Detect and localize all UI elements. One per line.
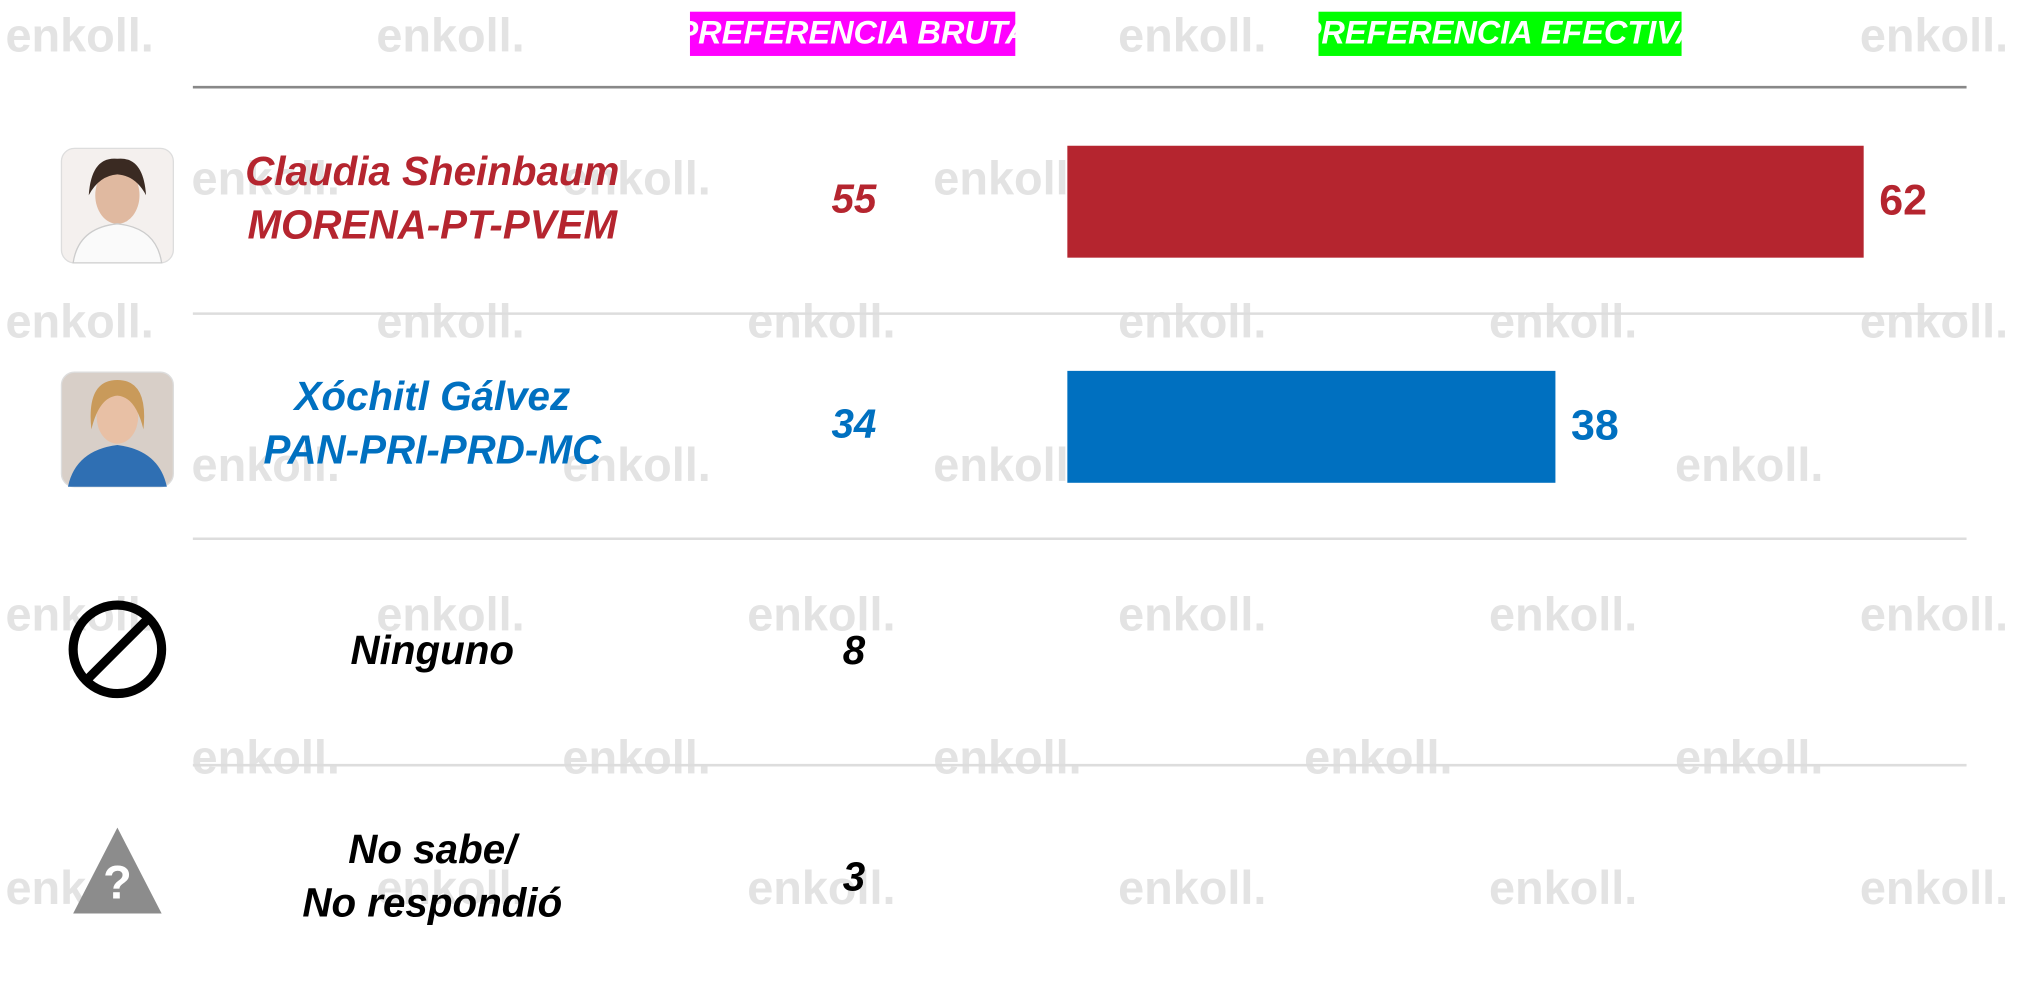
watermark: enkoll.	[376, 862, 524, 914]
unknown-icon-text: ?	[103, 857, 132, 909]
watermark: enkoll.	[1489, 296, 1637, 348]
watermark: enkoll.	[1860, 296, 2008, 348]
watermark: enkoll.	[376, 589, 524, 641]
candidate-photo	[60, 147, 174, 264]
watermark: enkoll.	[562, 153, 710, 205]
category-label: Claudia Sheinbaum	[245, 148, 619, 194]
watermark: enkoll.	[1675, 732, 1823, 784]
watermark: enkoll.	[5, 9, 153, 61]
category-label: No sabe/	[348, 826, 520, 872]
watermark: enkoll.	[747, 589, 895, 641]
watermark: enkoll.	[933, 439, 1081, 491]
none-icon	[68, 600, 167, 699]
watermark: enkoll.	[1118, 9, 1266, 61]
category-label: Ninguno	[351, 627, 515, 673]
bar	[1067, 145, 1864, 258]
value-label: 62	[1879, 176, 1927, 224]
watermark: enkoll.	[933, 732, 1081, 784]
watermark: enkoll.	[1118, 296, 1266, 348]
watermark: enkoll.	[1489, 862, 1637, 914]
header-label: PREFERENCIA BRUTA	[676, 15, 1028, 51]
header-background	[689, 11, 1016, 56]
watermark: enkoll.	[747, 862, 895, 914]
watermark: enkoll.	[1860, 862, 2008, 914]
watermark: enkoll.	[562, 732, 710, 784]
category-label: No respondió	[302, 879, 562, 925]
watermark: enkoll.	[1118, 862, 1266, 914]
watermark: enkoll.	[1118, 589, 1266, 641]
unknown-icon: ?	[73, 827, 162, 914]
bar	[1067, 370, 1556, 483]
category-label: Xóchitl Gálvez	[292, 373, 570, 419]
watermark: enkoll.	[933, 153, 1081, 205]
raw-value: 8	[843, 627, 866, 673]
candidate-photo	[60, 371, 174, 488]
watermark: enkoll.	[1304, 732, 1452, 784]
watermark: enkoll.	[5, 296, 153, 348]
watermark: enkoll.	[192, 732, 340, 784]
watermark: enkoll.	[376, 296, 524, 348]
watermark: enkoll.	[1489, 589, 1637, 641]
raw-value: 34	[832, 400, 877, 446]
watermark: enkoll.	[1860, 589, 2008, 641]
header-background	[1318, 11, 1682, 56]
watermark: enkoll.	[1860, 9, 2008, 61]
value-label: 38	[1571, 401, 1619, 449]
watermark: enkoll.	[562, 439, 710, 491]
watermark: enkoll.	[376, 9, 524, 61]
raw-value: 3	[843, 853, 865, 899]
category-label: PAN-PRI-PRD-MC	[264, 427, 602, 473]
raw-value: 55	[832, 175, 877, 221]
watermark: enkoll.	[1675, 439, 1823, 491]
category-label: MORENA-PT-PVEM	[247, 201, 618, 247]
header-label: PREFERENCIA EFECTIVA	[1300, 15, 1699, 51]
watermark: enkoll.	[747, 296, 895, 348]
watermark: enkoll.	[192, 153, 340, 205]
watermark: enkoll.	[192, 439, 340, 491]
